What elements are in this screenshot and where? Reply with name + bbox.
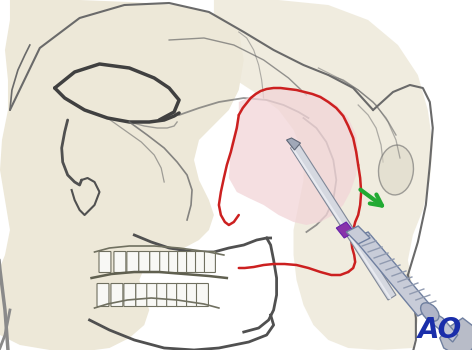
FancyBboxPatch shape xyxy=(136,284,148,307)
Polygon shape xyxy=(287,138,301,150)
Polygon shape xyxy=(291,143,396,300)
Polygon shape xyxy=(440,318,474,350)
FancyBboxPatch shape xyxy=(197,284,209,307)
FancyBboxPatch shape xyxy=(160,252,171,273)
Polygon shape xyxy=(0,0,244,350)
Ellipse shape xyxy=(379,145,413,195)
FancyBboxPatch shape xyxy=(157,284,169,307)
Polygon shape xyxy=(353,232,433,316)
FancyBboxPatch shape xyxy=(139,252,150,273)
Polygon shape xyxy=(336,222,354,238)
FancyBboxPatch shape xyxy=(177,284,189,307)
Polygon shape xyxy=(346,226,370,244)
FancyBboxPatch shape xyxy=(195,252,207,273)
FancyBboxPatch shape xyxy=(187,252,198,273)
FancyBboxPatch shape xyxy=(204,252,215,273)
FancyBboxPatch shape xyxy=(169,252,180,273)
FancyBboxPatch shape xyxy=(167,284,179,307)
FancyBboxPatch shape xyxy=(178,252,189,273)
Polygon shape xyxy=(229,88,358,225)
Polygon shape xyxy=(214,0,433,350)
Text: AO: AO xyxy=(418,316,462,344)
FancyBboxPatch shape xyxy=(99,252,111,273)
Ellipse shape xyxy=(420,303,439,321)
FancyBboxPatch shape xyxy=(114,252,126,273)
FancyBboxPatch shape xyxy=(124,284,136,307)
Polygon shape xyxy=(426,310,458,342)
FancyBboxPatch shape xyxy=(187,284,199,307)
FancyBboxPatch shape xyxy=(127,252,139,273)
FancyBboxPatch shape xyxy=(111,284,123,307)
FancyBboxPatch shape xyxy=(150,252,161,273)
FancyBboxPatch shape xyxy=(97,284,109,307)
FancyBboxPatch shape xyxy=(147,284,159,307)
